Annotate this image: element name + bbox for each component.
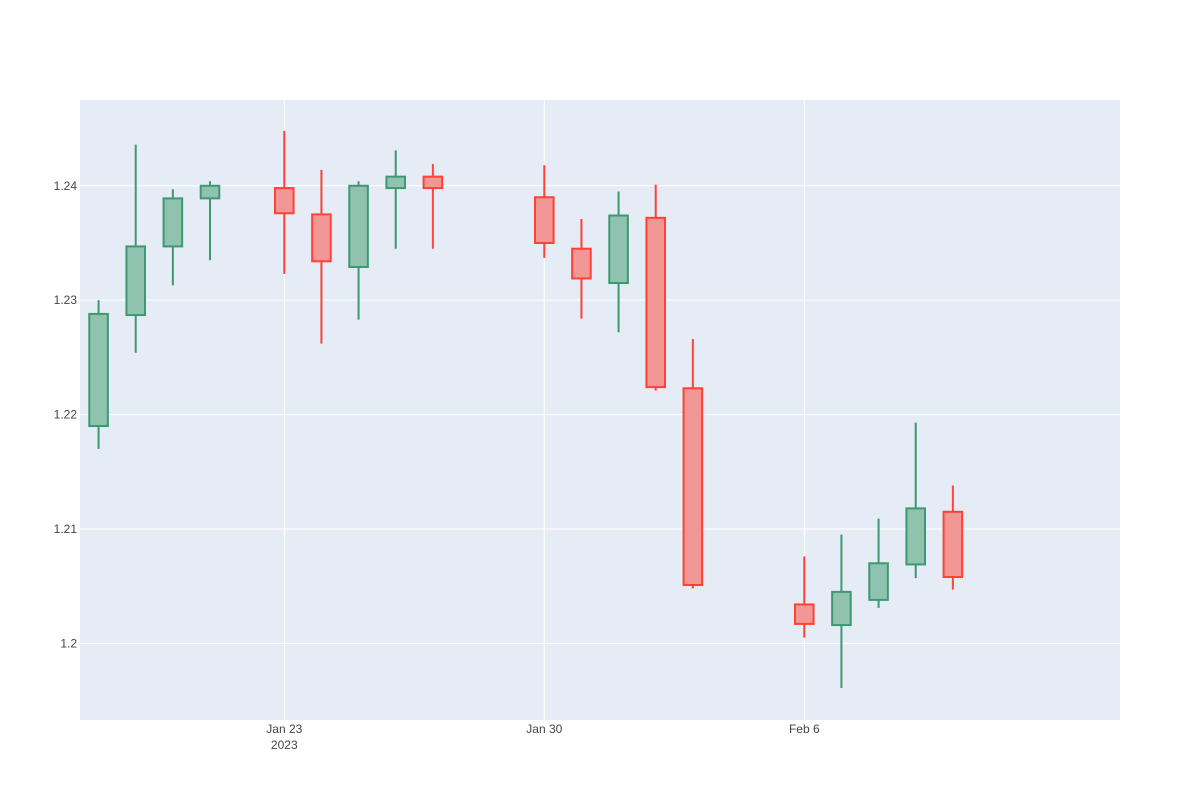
candles <box>88 130 964 688</box>
candle-up <box>868 518 889 608</box>
candle-down <box>274 130 295 274</box>
candle-body <box>385 175 406 190</box>
candle-up <box>348 181 369 320</box>
candle-up <box>385 150 406 249</box>
y-tick-label: 1.22 <box>54 408 78 422</box>
candle-up <box>162 189 184 286</box>
candle-body <box>199 184 221 200</box>
candle-down <box>311 169 332 344</box>
candle-body <box>571 247 592 280</box>
candle-up <box>125 144 147 353</box>
candle-down <box>571 218 592 319</box>
candle-body <box>905 507 927 566</box>
candle-body <box>831 590 852 627</box>
plot-background <box>80 100 1120 720</box>
candle-body <box>311 213 332 263</box>
y-tick-label: 1.2 <box>60 636 77 650</box>
candle-down <box>794 556 815 638</box>
y-tick-label: 1.24 <box>54 179 78 193</box>
y-tick-label: 1.21 <box>54 522 78 536</box>
candle-up <box>199 181 221 261</box>
candle-body <box>868 562 889 601</box>
x-tick-label: Jan 23 <box>266 722 302 736</box>
x-tick-label: Feb 6 <box>789 722 820 736</box>
candle-body <box>162 197 184 248</box>
candle-body <box>794 603 815 625</box>
y-tick-label: 1.23 <box>54 293 78 307</box>
candle-body <box>608 214 629 285</box>
x-tick-year-label: 2023 <box>271 738 298 752</box>
candle-body <box>422 175 444 190</box>
x-axis-tick-labels: Jan 23 2023 Jan 30 Feb 6 <box>266 722 820 752</box>
candle-body <box>534 196 555 244</box>
candle-down <box>942 485 964 590</box>
candle-up <box>905 422 927 579</box>
candle-up <box>88 300 109 449</box>
y-axis-tick-labels: 1.2 1.21 1.22 1.23 1.24 <box>54 179 78 651</box>
candle-down <box>645 184 667 391</box>
candle-body <box>88 312 109 428</box>
candle-up <box>608 191 629 333</box>
candle-down <box>422 164 444 249</box>
candle-body <box>274 187 295 215</box>
candle-down <box>682 339 704 589</box>
candle-body <box>942 510 964 579</box>
candle-body <box>125 245 147 317</box>
candle-body <box>645 216 667 389</box>
x-tick-label: Jan 30 <box>526 722 562 736</box>
candle-down <box>534 165 555 258</box>
candle-body <box>348 184 369 269</box>
candle-body <box>682 387 704 587</box>
candle-up <box>831 534 852 688</box>
